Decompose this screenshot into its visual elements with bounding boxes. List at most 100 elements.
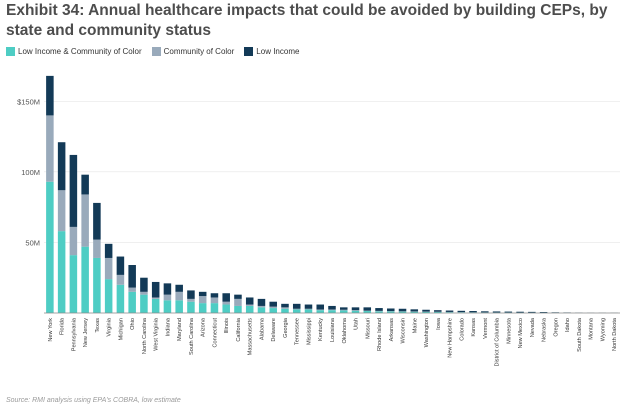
bar-segment-low-income-and-color — [93, 257, 101, 313]
bar-segment-low-income — [387, 308, 395, 312]
x-tick-label: Iowa — [436, 317, 442, 330]
y-tick-label: $150M — [17, 97, 40, 106]
bar-segment-low-income-and-color — [69, 255, 78, 313]
bar-segment-low-income-and-color — [46, 181, 54, 313]
bar-segment-low-income-and-color — [245, 305, 254, 313]
x-tick-label: Kentucky — [318, 318, 324, 341]
bar-segment-low-income — [151, 281, 160, 298]
bar-segment-community-of-color — [93, 239, 101, 258]
legend-label-community-of-color: Community of Color — [163, 47, 235, 56]
x-tick-label: Maryland — [177, 318, 183, 341]
bar-segment-low-income-and-color — [116, 284, 125, 313]
x-tick-label: Arizona — [201, 317, 207, 337]
x-tick-label: Louisiana — [330, 317, 336, 342]
bar-segment-low-income — [351, 307, 360, 311]
bar-segment-low-income — [539, 312, 548, 313]
bar-segment-community-of-color — [116, 274, 125, 285]
x-tick-label: Washington — [424, 318, 430, 347]
bar-segment-low-income-and-color — [57, 231, 66, 313]
axis-layer: 50M 100M $150M — [17, 97, 620, 314]
bar-segment-low-income — [198, 291, 207, 297]
x-tick-label: Oklahoma — [342, 317, 348, 343]
x-tick-label: Ohio — [130, 318, 136, 330]
x-tick-label: Delaware — [271, 318, 277, 342]
x-tick-label: South Dakota — [577, 317, 583, 352]
bar-segment-low-income — [116, 256, 125, 275]
x-tick-label: South Carolina — [189, 317, 195, 355]
bar-segment-low-income — [339, 307, 348, 310]
bar-segment-low-income — [469, 311, 477, 313]
bar-segment-low-income — [457, 310, 466, 313]
bar-segment-low-income — [234, 294, 242, 299]
bar-segment-community-of-color — [46, 115, 54, 182]
bar-segment-low-income — [128, 265, 136, 288]
bar-segment-low-income — [257, 298, 266, 306]
bar-segment-community-of-color — [81, 194, 89, 247]
bar-segment-low-income-and-color — [292, 309, 301, 313]
bar-segment-low-income-and-color — [281, 308, 289, 313]
bar-segment-low-income-and-color — [351, 310, 360, 313]
bar-segment-low-income — [163, 283, 172, 295]
bar-segment-community-of-color — [269, 306, 277, 309]
x-tick-label: Connecticut — [212, 318, 218, 348]
bar-segment-low-income-and-color — [175, 300, 183, 313]
legend-item-community-of-color: Community of Color — [151, 47, 235, 56]
bar-segment-community-of-color — [292, 308, 301, 310]
bar-segment-low-income-and-color — [469, 312, 477, 313]
bar-segment-low-income — [245, 297, 254, 305]
bar-segment-low-income-and-color — [128, 291, 136, 313]
bar-segment-low-income — [69, 154, 78, 227]
bar-segment-low-income-and-color — [445, 312, 454, 313]
x-tick-label: Minnesota — [506, 317, 512, 344]
bar-segment-community-of-color — [245, 304, 254, 306]
x-tick-labels: New York Florida Pennsylvania New Jersey Tex… — [48, 317, 618, 366]
bar-segment-low-income — [140, 277, 148, 292]
x-tick-label: Florida — [60, 317, 66, 335]
x-tick-label: District of Columbia — [495, 317, 501, 366]
bar-segment-low-income-and-color — [163, 300, 172, 313]
x-tick-label: Wisconsin — [401, 318, 407, 344]
x-tick-label: Alabama — [259, 317, 265, 340]
bar-segment-low-income-and-color — [104, 279, 113, 313]
bar-segment-low-income — [375, 308, 383, 311]
x-tick-label: New Mexico — [518, 318, 524, 348]
bar-segment-low-income-and-color — [457, 312, 466, 313]
x-tick-label: Mississippi — [306, 318, 312, 345]
bar-segment-community-of-color — [222, 301, 230, 305]
x-tick-label: Montana — [589, 317, 595, 340]
bar-segment-low-income-and-color — [269, 308, 277, 313]
bar-segment-community-of-color — [257, 305, 266, 308]
bar-segment-low-income-and-color — [422, 311, 430, 313]
bar-segment-low-income — [304, 304, 313, 309]
bar-segment-low-income-and-color — [198, 303, 207, 313]
bar-segment-low-income — [410, 309, 419, 312]
x-tick-label: Rhode Island — [377, 318, 383, 351]
bar-segment-low-income-and-color — [410, 311, 419, 313]
bar-segment-low-income — [316, 304, 325, 310]
x-tick-label: Oregon — [553, 318, 559, 337]
x-tick-label: Michigan — [118, 318, 124, 340]
bar-segment-low-income — [481, 311, 489, 313]
x-tick-label: Illinois — [224, 318, 230, 334]
x-tick-label: Tennessee — [295, 318, 301, 345]
chart-legend: Low Income & Community of Color Communit… — [6, 47, 309, 56]
bar-segment-low-income-and-color — [328, 310, 336, 313]
bar-segment-low-income — [93, 202, 101, 240]
source-note: Source: RMI analysis using EPA's COBRA, … — [6, 397, 181, 404]
bar-segment-low-income — [516, 311, 524, 313]
bar-segment-community-of-color — [57, 190, 66, 232]
x-tick-label: New York — [48, 318, 54, 342]
legend-label-low-income: Low Income — [256, 47, 300, 56]
bar-segment-low-income — [434, 310, 442, 312]
bar-segment-low-income — [328, 305, 336, 310]
bar-segment-low-income — [492, 311, 501, 313]
x-tick-label: Texas — [95, 318, 101, 333]
x-tick-label: New Jersey — [83, 318, 89, 347]
bar-segment-low-income — [363, 307, 372, 311]
bar-segment-community-of-color — [281, 307, 289, 309]
x-tick-label: Massachusetts — [248, 318, 254, 356]
legend-swatch-low-income — [244, 47, 254, 56]
x-tick-label: New Hampshire — [448, 318, 454, 358]
bar-segment-community-of-color — [140, 291, 148, 295]
